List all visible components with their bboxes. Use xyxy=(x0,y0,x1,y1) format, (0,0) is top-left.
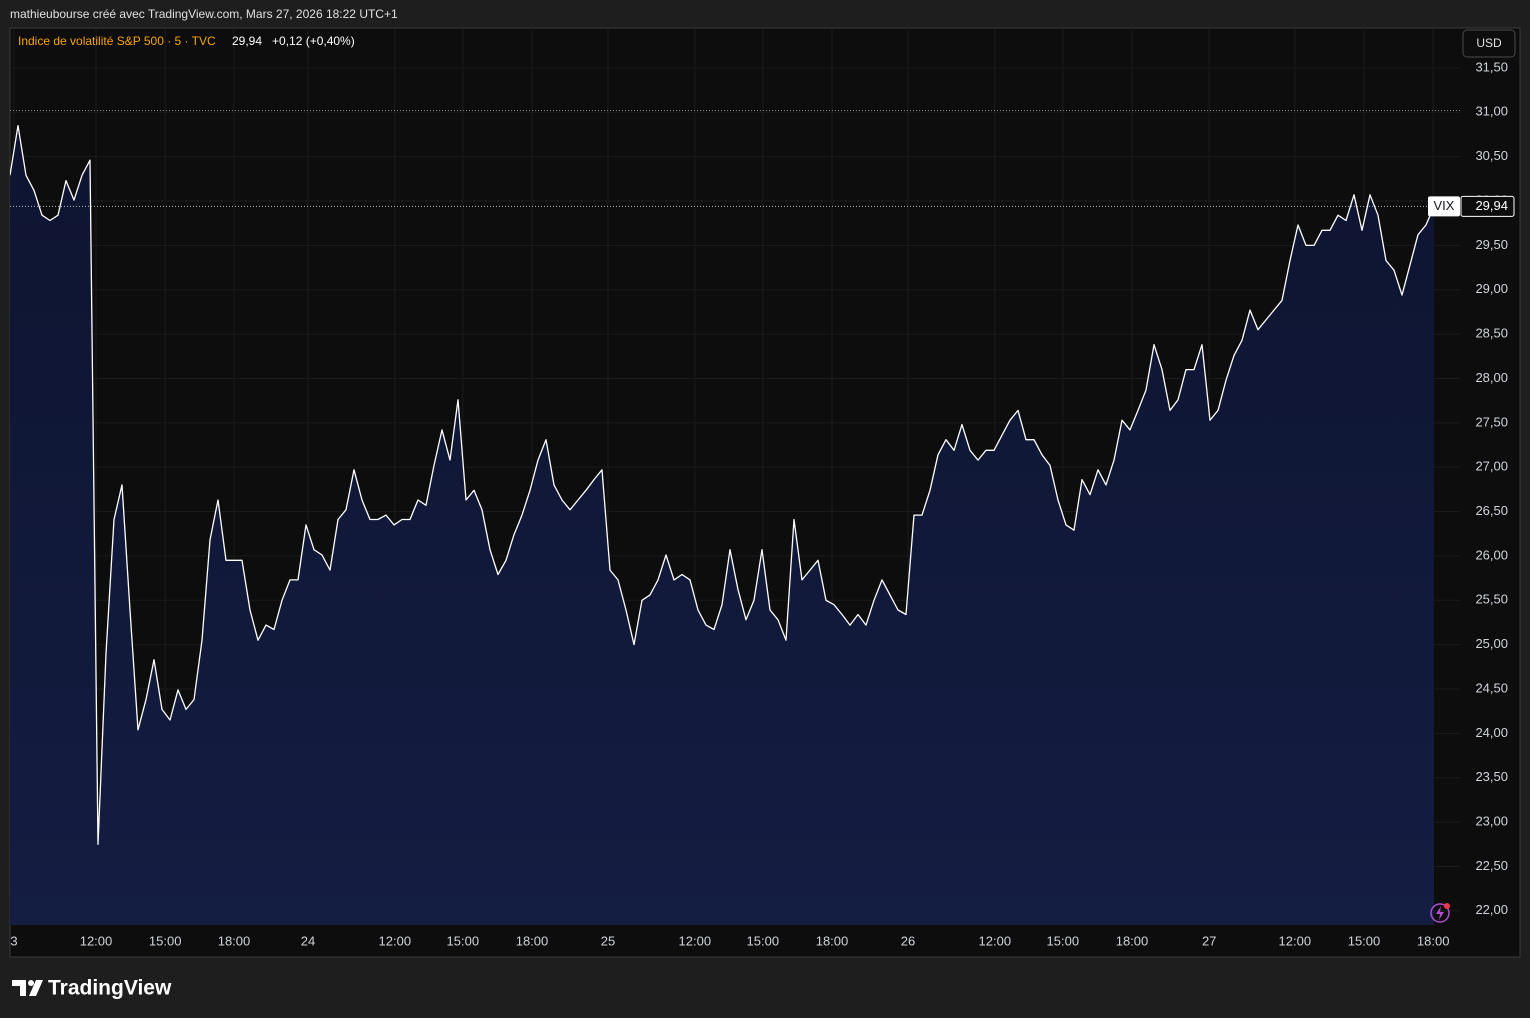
x-tick-label: 18:00 xyxy=(516,933,549,948)
logo-slash xyxy=(29,980,43,996)
y-tick-label: 29,00 xyxy=(1475,281,1508,296)
x-tick-label: 15:00 xyxy=(149,933,182,948)
logo-mark xyxy=(12,980,26,996)
x-tick-label: 26 xyxy=(901,933,915,948)
y-tick-label: 27,50 xyxy=(1475,414,1508,429)
y-tick-label: 28,50 xyxy=(1475,326,1508,341)
y-tick-label: 24,50 xyxy=(1475,680,1508,695)
footer-brand: TradingView xyxy=(48,977,172,1000)
y-tick-label: 22,50 xyxy=(1475,858,1508,873)
price-line xyxy=(10,124,1435,845)
x-tick-label: 3 xyxy=(10,933,17,948)
y-tick-label: 23,00 xyxy=(1475,814,1508,829)
y-tick-label: 28,00 xyxy=(1475,370,1508,385)
y-tick-label: 24,00 xyxy=(1475,725,1508,740)
logo-dot xyxy=(28,980,34,986)
axes: 22,00 22,50 23,00 23,50 24,00 24,50 25,00 25,50… xyxy=(10,59,1515,948)
y-tick-label: 29,50 xyxy=(1475,237,1508,252)
x-tick-label: 12:00 xyxy=(979,933,1012,948)
price-tag xyxy=(1460,195,1515,217)
x-tick-label: 15:00 xyxy=(1047,933,1080,948)
y-tick-label: 31,50 xyxy=(1475,59,1508,74)
x-tick-label: 18:00 xyxy=(218,933,251,948)
legend-last: 29,94 xyxy=(232,34,262,48)
price-tag-label: 29,94 xyxy=(1475,198,1508,213)
legend-name: Indice de volatilité S&P 500 · 5 · TVC xyxy=(18,34,216,48)
area-fill xyxy=(10,125,1434,925)
x-tick-label: 15:00 xyxy=(447,933,480,948)
y-tick-label: 22,00 xyxy=(1475,902,1508,917)
x-tick-label: 15:00 xyxy=(747,933,780,948)
alert-dot xyxy=(1444,903,1450,909)
header: mathieubourse créé avec TradingView.com,… xyxy=(10,7,398,21)
x-tick-label: 24 xyxy=(301,933,315,948)
y-tick-label: 31,00 xyxy=(1475,104,1508,119)
y-tick-label: 27,00 xyxy=(1475,459,1508,474)
logo xyxy=(12,980,43,996)
x-tick-label: 12:00 xyxy=(379,933,412,948)
x-tick-label: 12:00 xyxy=(80,933,113,948)
alert-bolt xyxy=(1436,906,1444,920)
x-tick-label: 12:00 xyxy=(1279,933,1312,948)
plot-area xyxy=(10,110,1460,925)
legend-change: +0,12 (+0,40%) xyxy=(272,34,355,48)
y-tick-label: 25,00 xyxy=(1475,636,1508,651)
x-tick-label: 15:00 xyxy=(1348,933,1381,948)
x-tick-label: 12:00 xyxy=(679,933,712,948)
x-tick-label: 18:00 xyxy=(1417,933,1450,948)
x-tick-label: 25 xyxy=(601,933,615,948)
y-tick-label: 25,50 xyxy=(1475,592,1508,607)
x-tick-label: 18:00 xyxy=(816,933,849,948)
y-tick-label: 30,50 xyxy=(1475,148,1508,163)
x-tick-label: 18:00 xyxy=(1116,933,1149,948)
currency-label[interactable]: USD xyxy=(1476,36,1502,50)
x-tick-label: 27 xyxy=(1202,933,1216,948)
alert-icon[interactable] xyxy=(1430,903,1450,923)
y-tick-label: 26,50 xyxy=(1475,503,1508,518)
y-tick-label: 26,00 xyxy=(1475,547,1508,562)
y-tick-label: 23,50 xyxy=(1475,769,1508,784)
symbol-tag xyxy=(1428,196,1460,217)
symbol-tag-label: VIX xyxy=(1434,198,1455,213)
currency-button[interactable] xyxy=(1462,29,1516,58)
